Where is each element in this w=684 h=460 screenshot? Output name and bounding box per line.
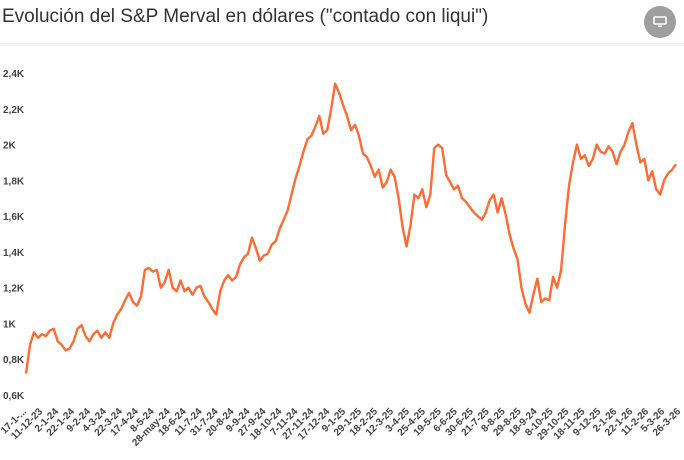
y-tick-label: 1,2K	[3, 284, 25, 295]
y-tick-label: 2,4K	[3, 69, 25, 80]
x-axis: 17-1-...11-12-232-1-2422-1-249-2-244-3-2…	[0, 406, 683, 449]
y-axis: 2,4K 2,2K 2K 1,8K 1,6K 1,4K 1,2K 1K 0,8K 0,6K	[3, 69, 25, 402]
chart-title: Evolución del S&P Merval en dólares ("co…	[2, 6, 489, 27]
y-tick-label: 1,8K	[3, 176, 25, 187]
series	[24, 82, 677, 374]
monitor-icon[interactable]	[644, 6, 676, 38]
y-tick-label: 1,6K	[3, 212, 25, 223]
header-divider	[0, 43, 684, 46]
y-tick-label: 0,6K	[3, 391, 25, 402]
y-tick-label: 2,2K	[3, 105, 25, 116]
y-tick-label: 1K	[3, 319, 17, 330]
y-tick-label: 0,8K	[3, 355, 25, 366]
y-tick-label: 1,4K	[3, 248, 25, 259]
series-line	[24, 82, 677, 374]
y-tick-label: 2K	[3, 141, 17, 152]
